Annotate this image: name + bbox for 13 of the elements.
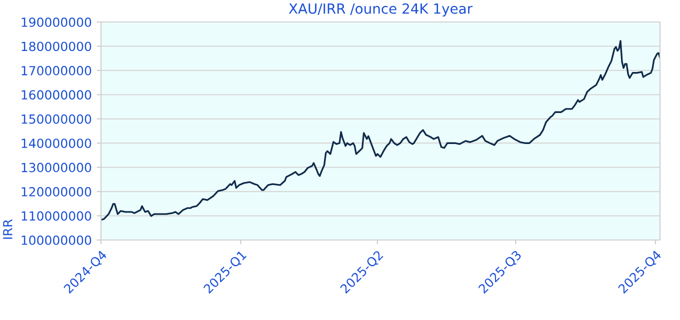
line-series bbox=[101, 40, 660, 221]
y-tick-label: 100000000 bbox=[22, 235, 92, 245]
y-tick-label: 150000000 bbox=[22, 114, 92, 124]
y-tick-label: 110000000 bbox=[22, 211, 92, 221]
y-tick-label: 190000000 bbox=[22, 17, 92, 27]
y-tick-label: 160000000 bbox=[22, 90, 92, 100]
chart-title: XAU/IRR /ounce 24K 1year bbox=[288, 3, 473, 17]
y-tick-label: 180000000 bbox=[22, 42, 92, 52]
y-tick-label: 140000000 bbox=[22, 138, 92, 148]
y-tick-label: 170000000 bbox=[22, 66, 92, 76]
y-tick-label: 120000000 bbox=[22, 187, 92, 196]
y-tick-label: 130000000 bbox=[22, 162, 92, 172]
y-axis-title: IRR bbox=[3, 219, 12, 239]
